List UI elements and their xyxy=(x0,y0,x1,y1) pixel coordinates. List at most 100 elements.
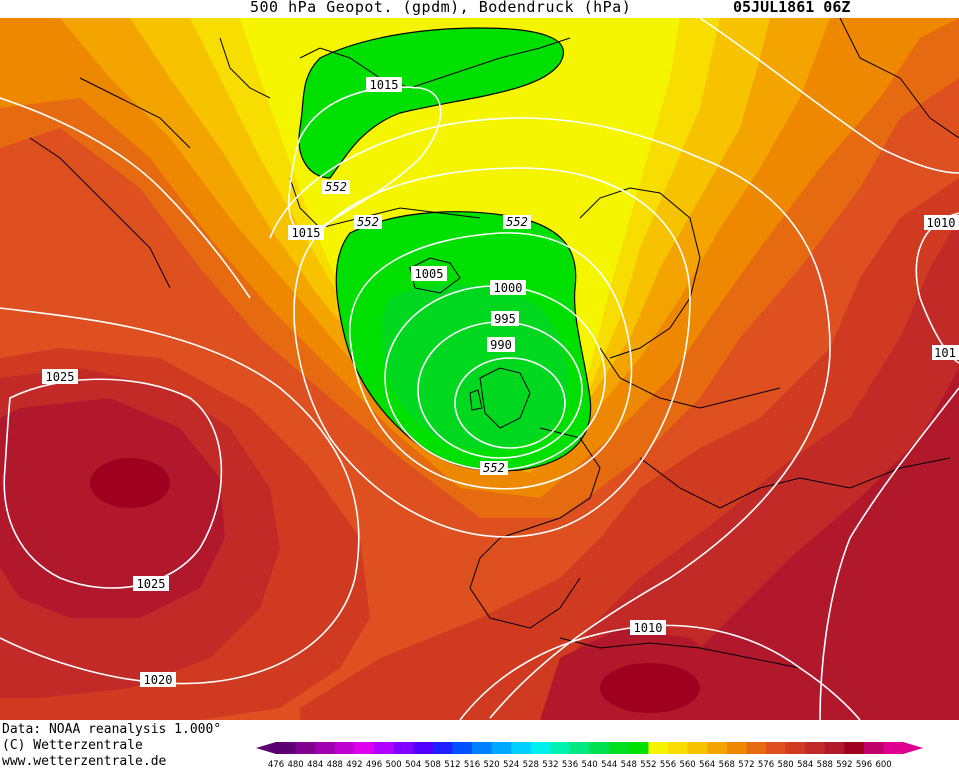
scale-tick-label: 484 xyxy=(307,760,323,768)
pressure-label: 1005 xyxy=(411,266,447,281)
svg-text:1010: 1010 xyxy=(634,621,663,635)
isobar-1020-east xyxy=(819,387,959,720)
pressure-label: 990 xyxy=(487,337,515,352)
scale-tick-label: 504 xyxy=(405,760,421,768)
pressure-label: 101 xyxy=(932,345,959,360)
scale-swatch xyxy=(334,742,355,754)
svg-text:552: 552 xyxy=(325,180,347,194)
scale-swatches xyxy=(256,742,924,754)
geopot-label-group: 552 552 552 552 xyxy=(322,180,531,475)
geopot-label: 552 xyxy=(354,215,382,229)
chart-title: 500 hPa Geopot. (gpdm), Bodendruck (hPa) xyxy=(250,0,632,16)
header: 500 hPa Geopot. (gpdm), Bodendruck (hPa)… xyxy=(0,0,959,18)
svg-text:1020: 1020 xyxy=(144,673,173,687)
scale-tick-label: 544 xyxy=(601,760,617,768)
scale-tick-label: 528 xyxy=(523,760,539,768)
scale-swatch xyxy=(746,742,767,754)
scale-tick-label: 512 xyxy=(444,760,460,768)
scale-tick-label: 572 xyxy=(738,760,754,768)
svg-text:990: 990 xyxy=(490,338,512,352)
field-592-africa xyxy=(600,663,700,713)
scale-swatch xyxy=(295,742,316,754)
scale-swatch xyxy=(589,742,610,754)
scale-swatch xyxy=(687,742,708,754)
svg-text:101: 101 xyxy=(934,346,956,360)
pressure-label: 1015 xyxy=(288,225,324,240)
scale-swatch xyxy=(413,742,434,754)
pressure-label: 1020 xyxy=(140,672,176,687)
geopot-label: 552 xyxy=(503,215,531,229)
scale-swatch xyxy=(864,742,885,754)
scale-swatch xyxy=(805,742,826,754)
scale-swatch xyxy=(276,742,297,754)
pressure-label: 1000 xyxy=(490,280,526,295)
scale-tick-label: 500 xyxy=(385,760,401,768)
scale-labels: 476 480 484 488 492 496 500 504 508 512 516 520 524 5… xyxy=(268,760,892,768)
geopot-label: 552 xyxy=(480,461,508,475)
svg-text:552: 552 xyxy=(357,215,379,229)
scale-swatch xyxy=(668,742,689,754)
scale-swatch xyxy=(315,742,336,754)
scale-swatch xyxy=(883,742,904,754)
field-592-high xyxy=(90,458,170,508)
isobar-1005 xyxy=(349,232,633,490)
scale-tick-label: 584 xyxy=(797,760,813,768)
pressure-label: 1010 xyxy=(630,620,666,635)
scale-tick-label: 524 xyxy=(503,760,519,768)
chart-date: 05JUL1861 06Z xyxy=(733,0,851,16)
scale-tick-label: 568 xyxy=(719,760,735,768)
field-588-west xyxy=(0,398,225,618)
scale-swatch xyxy=(432,742,453,754)
isobar-1010 xyxy=(293,167,691,538)
scale-swatch xyxy=(707,742,728,754)
scale-tick-label: 536 xyxy=(562,760,578,768)
scale-swatch xyxy=(452,742,473,754)
scale-tick-label: 480 xyxy=(287,760,303,768)
isobar-1020 xyxy=(0,307,360,685)
scale-swatch xyxy=(628,742,649,754)
svg-text:1025: 1025 xyxy=(137,577,166,591)
scale-tick-label: 496 xyxy=(366,760,382,768)
scale-arrow-left xyxy=(256,742,276,754)
scale-swatch xyxy=(844,742,865,754)
scale-swatch xyxy=(726,742,747,754)
copyright: (C) Wetterzentrale xyxy=(2,738,143,753)
low-inner xyxy=(381,284,569,450)
svg-text:1015: 1015 xyxy=(292,226,321,240)
scale-tick-label: 596 xyxy=(856,760,872,768)
svg-text:552: 552 xyxy=(483,461,505,475)
scale-swatch xyxy=(550,742,571,754)
scale-tick-label: 492 xyxy=(346,760,362,768)
scale-tick-label: 548 xyxy=(621,760,637,768)
svg-text:995: 995 xyxy=(494,312,516,326)
isobar-1010-se xyxy=(459,624,861,720)
geopot-label: 552 xyxy=(322,180,350,194)
pressure-label: 1025 xyxy=(133,576,169,591)
pressure-label: 995 xyxy=(491,311,519,326)
scale-swatch xyxy=(530,742,551,754)
isobar-1015 xyxy=(269,117,831,719)
scale-tick-label: 516 xyxy=(464,760,480,768)
svg-text:1005: 1005 xyxy=(415,267,444,281)
scale-tick-label: 520 xyxy=(483,760,499,768)
pressure-label-group: 1015 1015 1005 1000 995 990 1025 1025 10… xyxy=(42,77,959,687)
scale-tick-label: 576 xyxy=(758,760,774,768)
coastlines xyxy=(29,18,959,669)
scale-swatch xyxy=(491,742,512,754)
scale-swatch xyxy=(511,742,532,754)
scale-tick-label: 560 xyxy=(679,760,695,768)
isobar-990 xyxy=(454,357,566,449)
pressure-label: 1025 xyxy=(42,369,78,384)
scale-tick-label: 556 xyxy=(660,760,676,768)
scale-swatch xyxy=(354,742,375,754)
isobar-1025 xyxy=(3,378,223,589)
scale-tick-label: 532 xyxy=(542,760,558,768)
scale-swatch xyxy=(374,742,395,754)
field-588-east xyxy=(650,368,959,720)
scale-arrow-right xyxy=(903,742,924,754)
scale-swatch xyxy=(393,742,414,754)
scale-tick-label: 600 xyxy=(875,760,891,768)
pressure-label: 1010 xyxy=(924,215,959,230)
svg-text:1015: 1015 xyxy=(370,78,399,92)
scale-swatch xyxy=(570,742,591,754)
